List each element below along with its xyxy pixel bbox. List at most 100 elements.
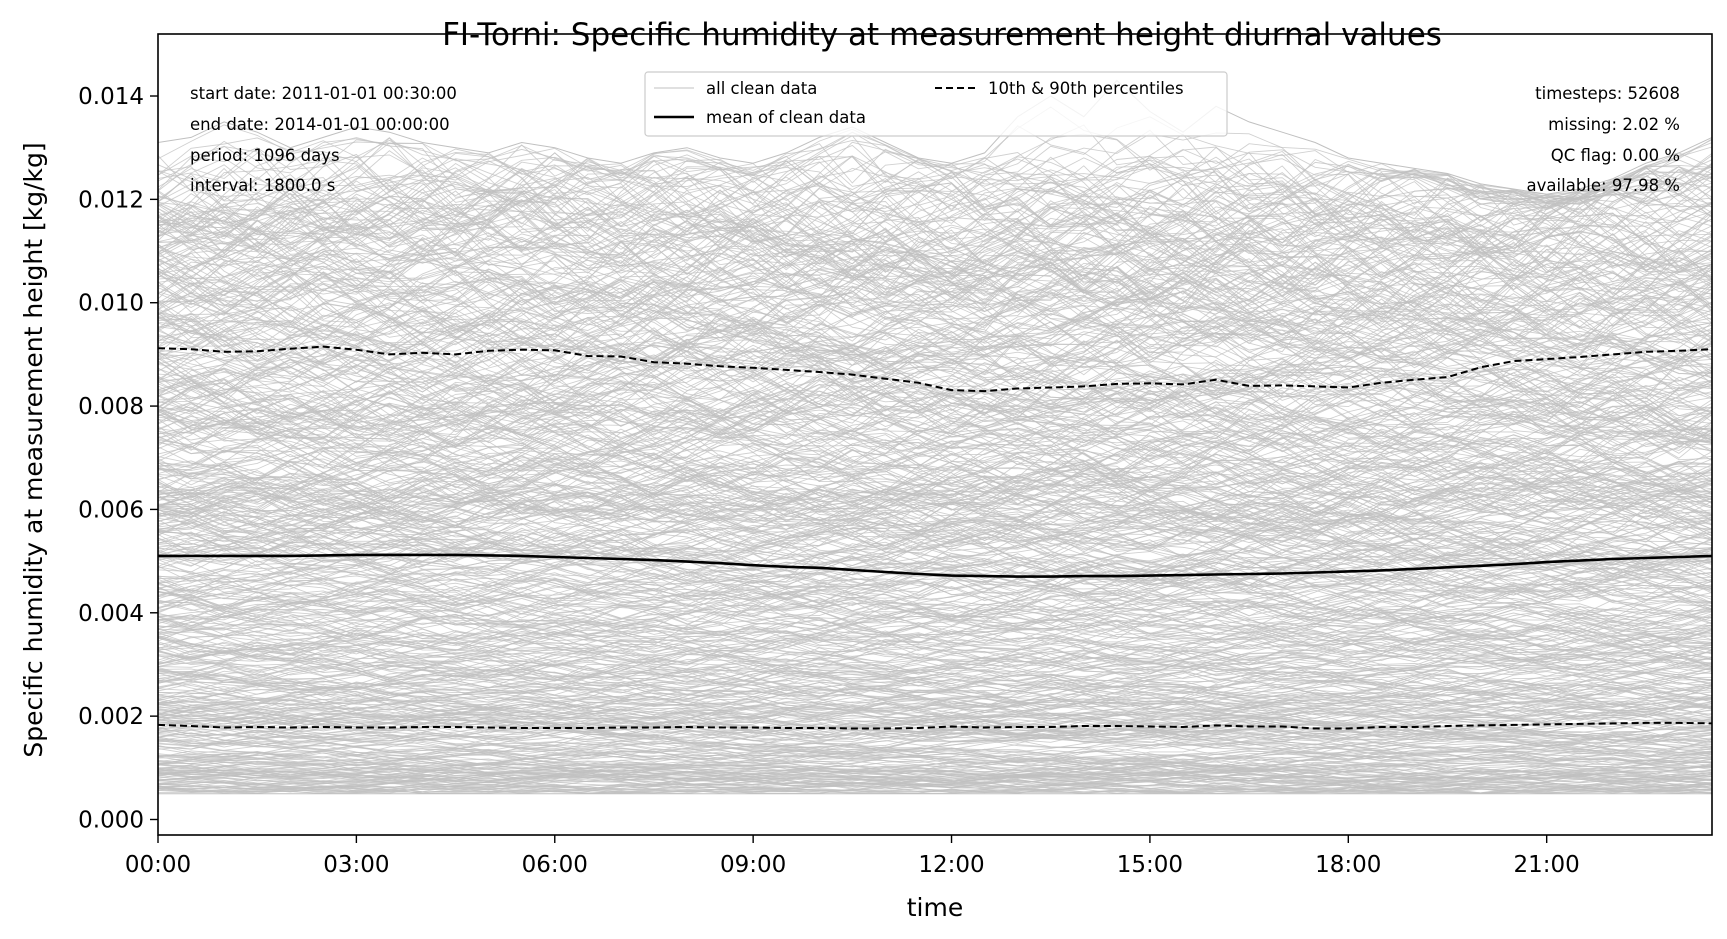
background-trace — [158, 530, 1712, 587]
y-axis-label: Specific humidity at measurement height … — [19, 142, 48, 757]
background-trace — [158, 255, 1712, 339]
y-axis: 0.000 0.002 0.004 0.006 0.008 0.010 0.012 0.014 — [78, 84, 158, 833]
background-trace — [158, 376, 1712, 447]
background-trace — [158, 321, 1712, 417]
background-trace — [158, 370, 1712, 459]
background-trace — [158, 556, 1712, 609]
stat-qc-flag: QC flag: 0.00 % — [1551, 146, 1680, 165]
background-trace — [158, 769, 1712, 794]
background-trace — [158, 654, 1712, 694]
background-trace — [158, 754, 1712, 789]
background-trace — [158, 162, 1712, 278]
background-trace — [158, 480, 1712, 552]
background-trace — [158, 347, 1712, 453]
background-trace — [158, 346, 1712, 441]
background-trace — [158, 427, 1712, 483]
background-trace — [158, 257, 1712, 401]
background-trace — [158, 365, 1712, 448]
background-trace — [158, 106, 1712, 282]
plot-area — [158, 79, 1712, 795]
background-trace — [158, 219, 1712, 324]
background-trace — [158, 188, 1712, 289]
background-trace — [158, 248, 1712, 398]
background-trace — [158, 606, 1712, 665]
background-trace — [158, 539, 1712, 594]
background-trace — [158, 183, 1712, 309]
background-trace — [158, 508, 1712, 563]
background-trace — [158, 124, 1712, 245]
background-trace — [158, 368, 1712, 490]
background-trace — [158, 764, 1712, 784]
background-trace — [158, 471, 1712, 547]
background-trace — [158, 478, 1712, 556]
percentile-90-line — [158, 345, 1712, 393]
background-trace — [158, 148, 1712, 235]
background-trace — [158, 660, 1712, 701]
background-trace — [158, 685, 1712, 722]
background-trace — [158, 725, 1712, 761]
background-trace — [158, 608, 1712, 663]
x-axis: 00:00 03:00 06:00 09:00 12:00 15:00 18:00 21:00 — [125, 835, 1580, 878]
background-trace — [158, 237, 1712, 367]
background-trace — [158, 261, 1712, 381]
legend-label-all-clean: all clean data — [706, 79, 817, 98]
background-trace — [158, 375, 1712, 455]
background-trace — [158, 358, 1712, 434]
background-trace — [158, 318, 1712, 406]
background-trace — [158, 434, 1712, 517]
background-trace — [158, 164, 1712, 353]
stat-missing: missing: 2.02 % — [1548, 115, 1680, 134]
background-trace — [158, 381, 1712, 491]
background-trace — [158, 725, 1712, 763]
background-lines — [158, 79, 1712, 795]
background-trace — [158, 185, 1712, 325]
legend-box — [644, 71, 1228, 137]
background-trace — [158, 424, 1712, 525]
background-trace — [158, 180, 1712, 289]
x-tick-label: 00:00 — [125, 852, 191, 878]
background-trace — [158, 392, 1712, 500]
background-trace — [158, 602, 1712, 670]
background-trace — [158, 174, 1712, 341]
background-trace — [158, 777, 1712, 794]
chart-title: FI-Torni: Specific humidity at measureme… — [442, 17, 1442, 53]
y-tick-label: 0.012 — [78, 187, 144, 213]
background-trace — [158, 478, 1712, 539]
background-trace — [158, 602, 1712, 661]
background-trace — [158, 274, 1712, 348]
background-trace — [158, 499, 1712, 552]
background-trace — [158, 463, 1712, 525]
background-trace — [158, 285, 1712, 376]
background-trace — [158, 650, 1712, 704]
background-trace — [158, 263, 1712, 369]
background-trace — [158, 155, 1712, 334]
background-trace — [158, 176, 1712, 314]
background-trace — [158, 195, 1712, 356]
background-trace — [158, 575, 1712, 626]
background-trace — [158, 508, 1712, 587]
background-trace — [158, 663, 1712, 708]
background-trace — [158, 341, 1712, 452]
background-trace — [158, 530, 1712, 586]
background-trace — [158, 572, 1712, 646]
background-trace — [158, 487, 1712, 556]
y-tick-label: 0.014 — [78, 84, 144, 110]
background-trace — [158, 415, 1712, 499]
background-trace — [158, 555, 1712, 630]
background-trace — [158, 758, 1712, 784]
background-trace — [158, 210, 1712, 306]
background-trace — [158, 386, 1712, 471]
background-trace — [158, 438, 1712, 521]
background-trace — [158, 226, 1712, 301]
background-trace — [158, 687, 1712, 710]
background-trace — [158, 648, 1712, 698]
background-trace — [158, 446, 1712, 510]
background-trace — [158, 147, 1712, 242]
background-trace — [158, 198, 1712, 329]
background-trace — [158, 462, 1712, 554]
background-trace — [158, 362, 1712, 453]
background-trace — [158, 521, 1712, 574]
background-trace — [158, 621, 1712, 655]
background-trace — [158, 436, 1712, 508]
